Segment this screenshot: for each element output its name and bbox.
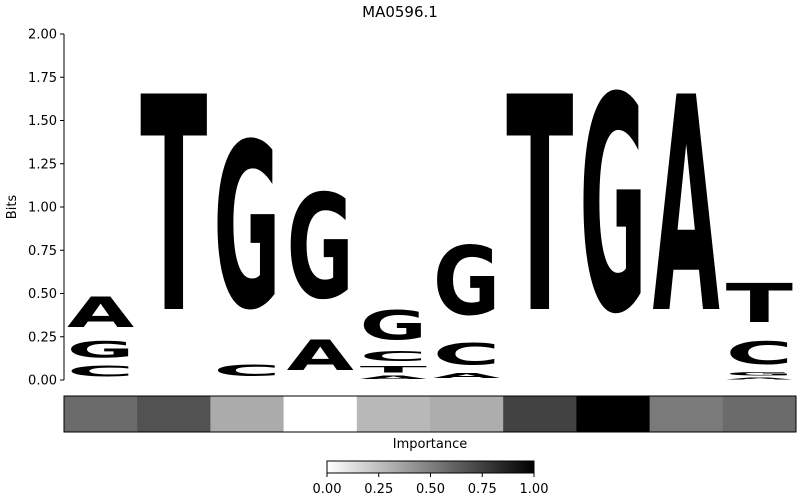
colorbar-tick-label: 0.00 — [313, 482, 342, 497]
colorbar-tick-label: 0.25 — [364, 482, 393, 497]
importance-cell — [649, 396, 724, 432]
logo-letter-a: A — [360, 375, 428, 380]
logo-letter-g: G — [287, 164, 354, 331]
logo-letter-g: G — [360, 303, 427, 349]
importance-frame — [63, 395, 797, 433]
logo-letter-a: A — [726, 377, 794, 380]
colorbar — [326, 460, 535, 474]
y-axis-label: Bits — [5, 195, 20, 220]
colorbar-ticks: 0.00 0.25 0.50 0.75 1.00 — [313, 473, 549, 497]
logo-letter-g: G — [67, 337, 134, 363]
logo-letter-t: T — [506, 34, 573, 379]
colorbar-tick-label: 0.50 — [416, 482, 445, 497]
logo-letter-a: A — [653, 36, 720, 379]
logo-letter-c: C — [726, 336, 793, 372]
y-tick-label: 0.75 — [28, 244, 57, 259]
logo-letter-t: T — [726, 273, 793, 335]
importance-cell — [137, 396, 211, 432]
logo-letter-t: T — [360, 365, 428, 375]
chart-title: MA0596.1 — [362, 3, 438, 21]
y-axis: 0.00 0.25 0.50 0.75 1.00 1.25 1.50 1.75 2.00 — [28, 28, 65, 389]
colorbar-tick-label: 1.00 — [520, 482, 549, 497]
y-tick-label: 1.75 — [28, 71, 57, 86]
colorbar-tick-label: 0.75 — [468, 482, 497, 497]
importance-heatmap — [63, 395, 797, 433]
importance-cell — [64, 396, 138, 432]
importance-cell — [283, 396, 358, 432]
y-tick-label: 2.00 — [28, 28, 57, 43]
importance-cell — [576, 396, 651, 432]
y-tick-label: 0.00 — [28, 374, 57, 389]
importance-label: Importance — [393, 437, 468, 452]
importance-cell — [430, 396, 504, 432]
logo-letter-c: C — [360, 349, 427, 364]
logo-letter-c: C — [433, 337, 500, 371]
logo-letter-c: C — [213, 361, 280, 380]
y-tick-label: 0.50 — [28, 287, 57, 302]
y-tick-label: 1.00 — [28, 201, 57, 216]
logo-letter-g: G — [726, 371, 793, 376]
logo-letter-a: A — [287, 332, 355, 380]
logo-letter-a: A — [67, 289, 135, 337]
logo-letter-t: T — [140, 34, 207, 379]
y-tick-label: 0.25 — [28, 330, 57, 345]
logo-letter-a: A — [433, 371, 501, 380]
y-tick-label: 1.50 — [28, 114, 57, 129]
importance-cell — [722, 396, 797, 432]
logo-letter-c: C — [67, 363, 134, 380]
logo-letter-g: G — [579, 36, 646, 379]
logo-letter-g: G — [213, 96, 280, 361]
y-tick-label: 1.25 — [28, 157, 57, 172]
logo-letter-g: G — [433, 226, 500, 336]
importance-cell — [356, 396, 431, 432]
importance-cell — [503, 396, 577, 432]
importance-cell — [210, 396, 285, 432]
